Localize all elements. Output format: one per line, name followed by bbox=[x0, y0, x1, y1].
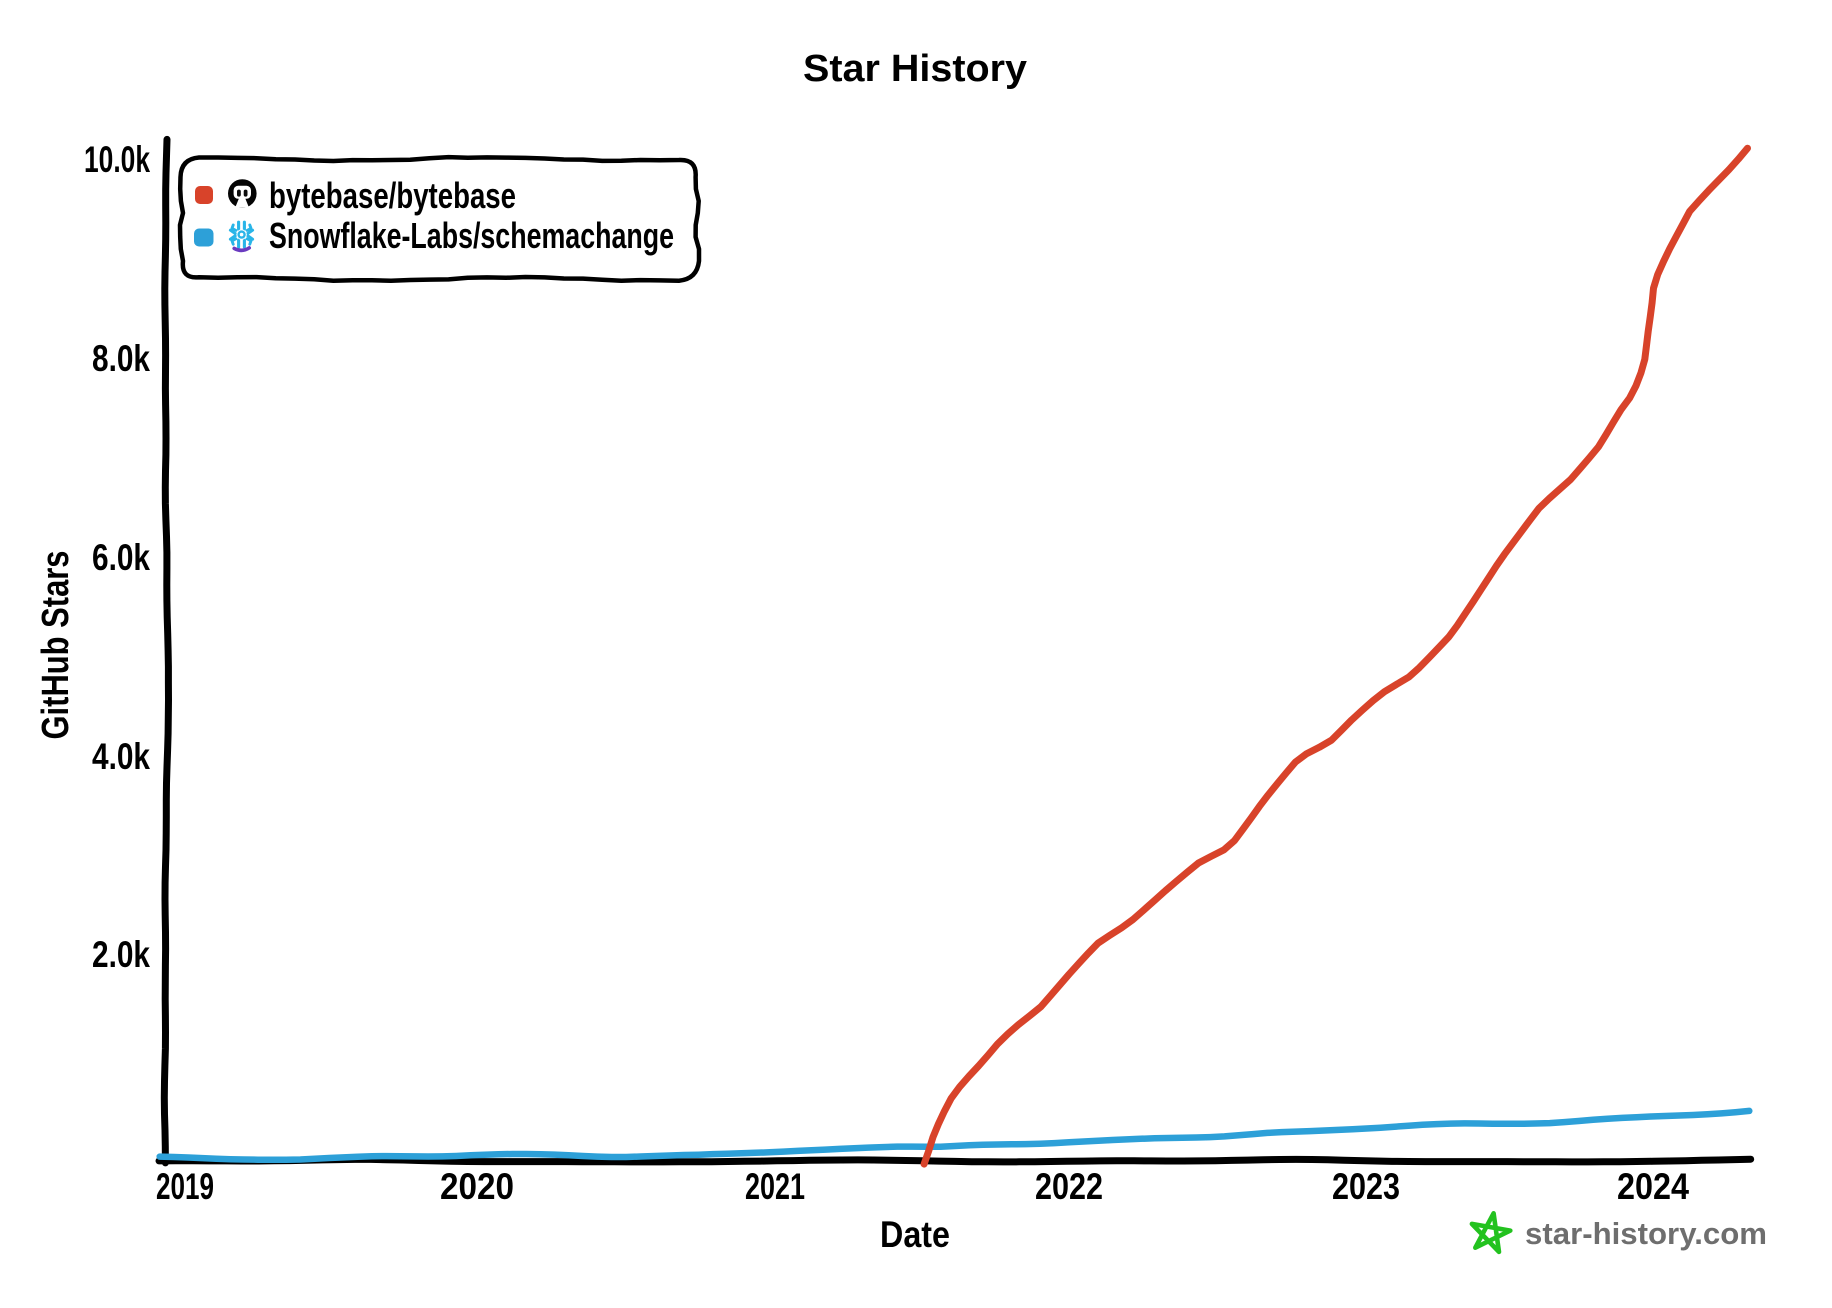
svg-text:2021: 2021 bbox=[745, 1166, 805, 1207]
svg-text:star-history.com: star-history.com bbox=[1525, 1216, 1767, 1251]
svg-text:Date: Date bbox=[880, 1214, 950, 1255]
svg-text:2024: 2024 bbox=[1617, 1166, 1689, 1207]
svg-text:Snowflake-Labs/schemachange: Snowflake-Labs/schemachange bbox=[269, 215, 674, 256]
svg-text:GitHub Stars: GitHub Stars bbox=[35, 551, 77, 740]
svg-text:10.0k: 10.0k bbox=[84, 139, 150, 180]
svg-text:2023: 2023 bbox=[1332, 1166, 1400, 1207]
svg-text:2020: 2020 bbox=[440, 1166, 514, 1207]
svg-text:8.0k: 8.0k bbox=[92, 338, 150, 379]
svg-text:2022: 2022 bbox=[1035, 1166, 1103, 1207]
svg-text:4.0k: 4.0k bbox=[92, 736, 150, 777]
svg-text:bytebase/bytebase: bytebase/bytebase bbox=[269, 175, 516, 216]
svg-text:6.0k: 6.0k bbox=[92, 537, 150, 578]
svg-text:Star History: Star History bbox=[803, 48, 1027, 90]
svg-text:2019: 2019 bbox=[156, 1166, 214, 1207]
svg-text:2.0k: 2.0k bbox=[92, 934, 150, 975]
